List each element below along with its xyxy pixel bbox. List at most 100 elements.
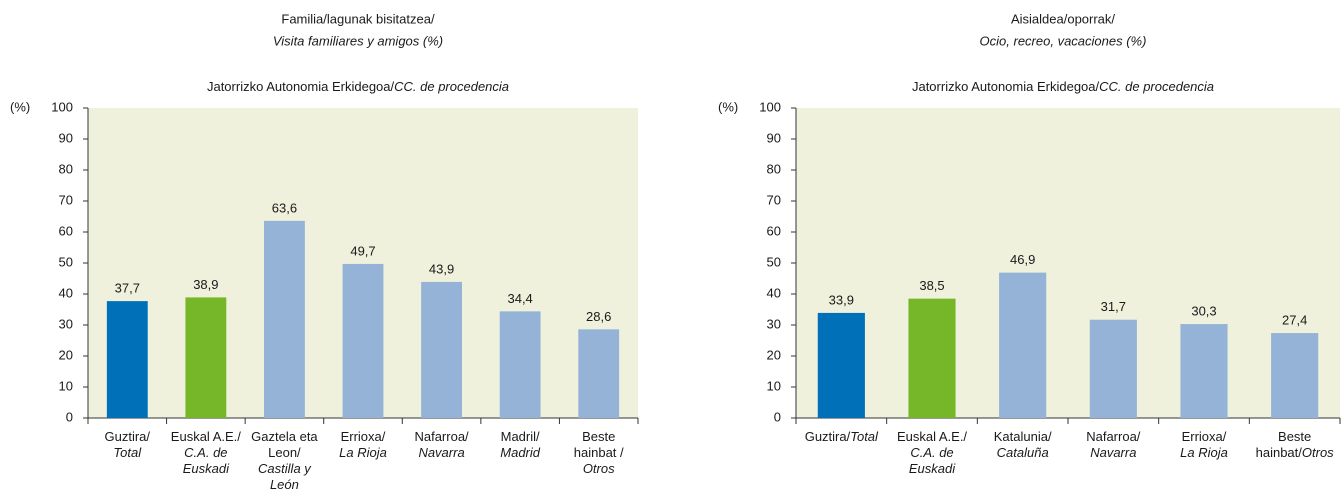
subtitle-part: Jatorrizko Autonomia Erkidegoa/ bbox=[207, 79, 395, 94]
label-part: hainbat / bbox=[574, 445, 624, 460]
value-label: 31,7 bbox=[1101, 299, 1126, 314]
y-tick-label: 30 bbox=[767, 316, 781, 331]
x-tick-label: Otros bbox=[583, 461, 615, 476]
bar bbox=[999, 272, 1047, 418]
y-tick-label: 10 bbox=[767, 378, 781, 393]
value-label: 49,7 bbox=[350, 243, 375, 258]
x-tick-label: Navarra bbox=[1090, 445, 1136, 460]
label-part: Errioxa/ bbox=[341, 429, 386, 444]
y-tick-label: 40 bbox=[59, 285, 73, 300]
x-tick-label: La Rioja bbox=[1180, 445, 1228, 460]
label-part: La Rioja bbox=[339, 445, 387, 460]
x-tick-label: Guztira/ bbox=[105, 429, 151, 444]
chart-title: Aisialdea/oporrak/ bbox=[1011, 11, 1115, 26]
y-tick-label: 90 bbox=[59, 130, 73, 145]
label-part: Errioxa/ bbox=[1182, 429, 1227, 444]
label-part: Beste bbox=[1278, 429, 1311, 444]
label-part: Katalunia/ bbox=[994, 429, 1052, 444]
value-label: 38,5 bbox=[919, 278, 944, 293]
chart-title: Visita familiares y amigos (%) bbox=[273, 33, 443, 48]
x-tick-label: Madrid bbox=[500, 445, 541, 460]
x-tick-label: Leon/ bbox=[268, 445, 301, 460]
y-tick-label: 100 bbox=[51, 99, 73, 114]
y-tick-label: 70 bbox=[767, 192, 781, 207]
x-tick-label: La Rioja bbox=[339, 445, 387, 460]
label-part: Nafarroa/ bbox=[1086, 429, 1141, 444]
y-tick-label: 20 bbox=[59, 347, 73, 362]
y-tick-label: 80 bbox=[767, 161, 781, 176]
label-part: Otros bbox=[1302, 445, 1334, 460]
y-tick-label: 60 bbox=[767, 223, 781, 238]
label-part: C.A. de bbox=[910, 445, 953, 460]
y-tick-label: 60 bbox=[59, 223, 73, 238]
x-tick-label: Errioxa/ bbox=[341, 429, 386, 444]
y-tick-label: 30 bbox=[59, 316, 73, 331]
label-part: Total bbox=[113, 445, 142, 460]
x-tick-label: Guztira/Total bbox=[805, 429, 879, 444]
bar bbox=[342, 263, 384, 418]
x-tick-label: Beste bbox=[582, 429, 615, 444]
x-tick-label: Gaztela eta bbox=[251, 429, 318, 444]
bar bbox=[264, 220, 305, 418]
label-part: Gaztela eta bbox=[251, 429, 318, 444]
y-tick-label: 90 bbox=[767, 130, 781, 145]
label-part: Nafarroa/ bbox=[414, 429, 469, 444]
bar bbox=[817, 312, 865, 418]
y-tick-label: 0 bbox=[774, 409, 781, 424]
chart: Familia/lagunak bisitatzea/Visita famili… bbox=[10, 11, 639, 492]
bar bbox=[106, 301, 148, 418]
label-part: hainbat/ bbox=[1256, 445, 1303, 460]
subtitle-part: Jatorrizko Autonomia Erkidegoa/ bbox=[912, 79, 1100, 94]
value-label: 38,9 bbox=[193, 277, 218, 292]
x-tick-label: Euskal A.E./ bbox=[171, 429, 241, 444]
y-axis-label: (%) bbox=[10, 99, 30, 114]
x-tick-label: hainbat/Otros bbox=[1256, 445, 1335, 460]
subtitle-part: CC. de procedencia bbox=[394, 79, 509, 94]
bar bbox=[1180, 324, 1228, 418]
label-part: Euskadi bbox=[909, 461, 956, 476]
plot-area bbox=[796, 108, 1340, 418]
x-tick-label: Total bbox=[113, 445, 142, 460]
value-label: 27,4 bbox=[1282, 312, 1307, 327]
x-tick-label: Beste bbox=[1278, 429, 1311, 444]
label-part: Euskal A.E./ bbox=[897, 429, 967, 444]
label-part: Euskadi bbox=[183, 461, 230, 476]
value-label: 37,7 bbox=[115, 281, 140, 296]
label-part: Madrid bbox=[500, 445, 541, 460]
x-tick-label: Euskadi bbox=[183, 461, 230, 476]
label-part: Guztira/ bbox=[105, 429, 151, 444]
chart: Aisialdea/oporrak/Ocio, recreo, vacacion… bbox=[718, 11, 1341, 476]
y-tick-label: 40 bbox=[767, 285, 781, 300]
y-tick-label: 70 bbox=[59, 192, 73, 207]
label-part: Navarra bbox=[418, 445, 464, 460]
label-part: Beste bbox=[582, 429, 615, 444]
label-part: Guztira/ bbox=[805, 429, 851, 444]
y-tick-label: 80 bbox=[59, 161, 73, 176]
y-axis-label: (%) bbox=[718, 99, 738, 114]
x-tick-label: Cataluña bbox=[997, 445, 1049, 460]
label-part: Otros bbox=[583, 461, 615, 476]
label-part: Euskal A.E./ bbox=[171, 429, 241, 444]
bar bbox=[578, 329, 620, 418]
x-tick-label: Euskadi bbox=[909, 461, 956, 476]
bar bbox=[499, 311, 541, 418]
chart-subtitle: Jatorrizko Autonomia Erkidegoa/CC. de pr… bbox=[207, 79, 509, 94]
label-part: La Rioja bbox=[1180, 445, 1228, 460]
x-tick-label: Nafarroa/ bbox=[1086, 429, 1141, 444]
bar bbox=[908, 298, 956, 418]
x-tick-label: Madril/ bbox=[501, 429, 540, 444]
y-tick-label: 50 bbox=[767, 254, 781, 269]
label-part: Cataluña bbox=[997, 445, 1049, 460]
label-part: León bbox=[270, 477, 299, 492]
x-tick-label: C.A. de bbox=[184, 445, 227, 460]
label-part: Madril/ bbox=[501, 429, 540, 444]
value-label: 63,6 bbox=[272, 200, 297, 215]
bar bbox=[421, 281, 462, 418]
x-tick-label: Navarra bbox=[418, 445, 464, 460]
x-tick-label: hainbat / bbox=[574, 445, 624, 460]
y-tick-label: 20 bbox=[767, 347, 781, 362]
y-tick-label: 10 bbox=[59, 378, 73, 393]
value-label: 28,6 bbox=[586, 309, 611, 324]
bar bbox=[185, 297, 227, 418]
